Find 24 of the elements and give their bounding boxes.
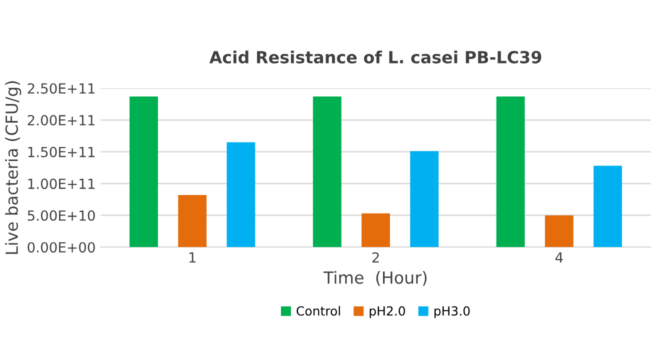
bar xyxy=(130,96,158,248)
bar xyxy=(362,213,390,248)
x-tick-label: 4 xyxy=(555,252,563,263)
bar xyxy=(312,96,342,248)
chart-title: Acid Resistance of L. casei PB-LC39 xyxy=(209,50,542,64)
y-tick-label: 1.00E+11 xyxy=(28,178,95,190)
bar xyxy=(544,215,574,248)
bar xyxy=(226,142,256,248)
y-tick-label: 5.00E+10 xyxy=(28,210,95,221)
bar xyxy=(178,194,207,248)
bar xyxy=(594,166,622,248)
legend-label: pH2.0 xyxy=(370,306,406,318)
bar xyxy=(496,96,525,248)
x-axis-title: Time (Hour) xyxy=(323,270,427,286)
legend-label: Control xyxy=(296,306,340,316)
y-tick-label: 2.50E+11 xyxy=(28,83,95,94)
bar xyxy=(410,151,439,248)
y-axis-title: Live bacteria (CFU/g) xyxy=(5,81,22,254)
x-tick-label: 1 xyxy=(189,252,196,263)
y-tick-label: 0.00E+00 xyxy=(28,242,95,253)
y-tick-label: 2.00E+11 xyxy=(28,114,95,126)
x-tick-label: 2 xyxy=(372,252,379,263)
legend-label: pH3.0 xyxy=(434,306,470,318)
y-tick-label: 1.50E+11 xyxy=(28,146,95,158)
